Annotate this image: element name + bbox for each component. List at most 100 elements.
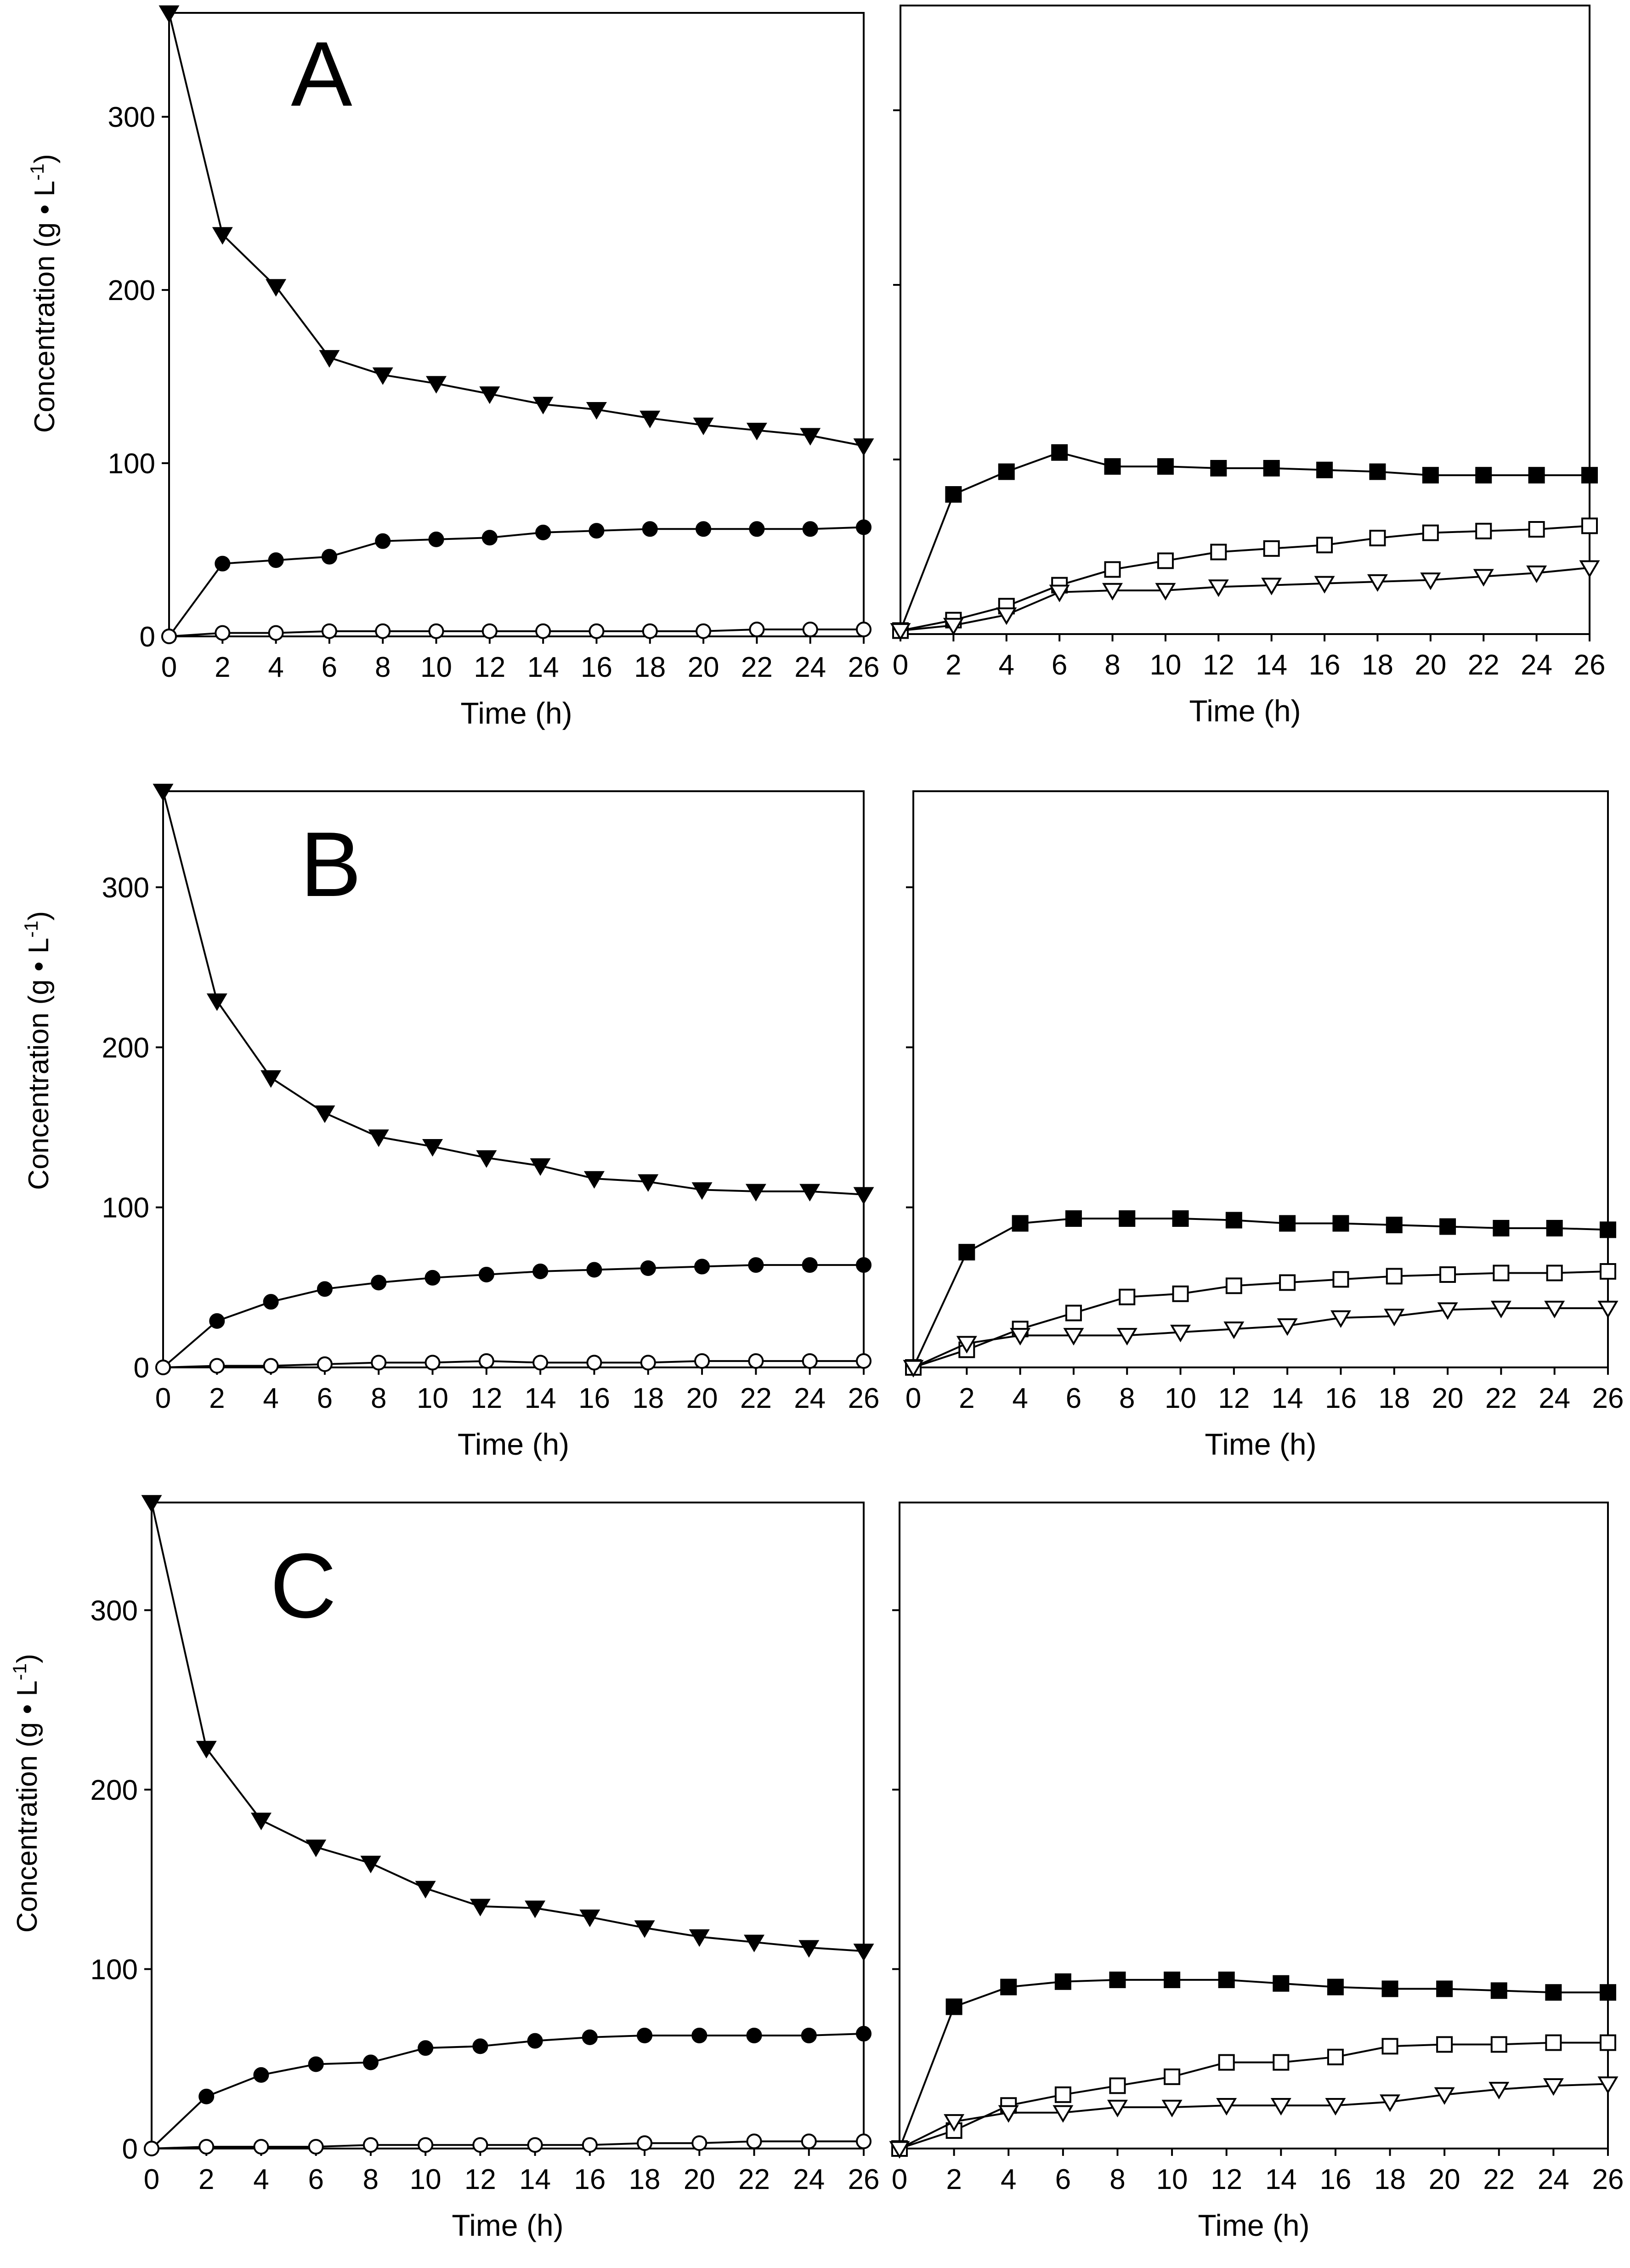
data-point-open-triangle-down [1420,572,1441,590]
data-point-open-circle [209,1358,225,1374]
series-line-open-circle [151,2140,864,2149]
data-point-open-triangle-down [1330,1310,1351,1328]
data-point-open-circle [263,1358,279,1374]
data-point-filled-square [1119,1210,1136,1227]
x-tick-label: 22 [740,1383,772,1414]
data-point-open-triangle-down [1543,2078,1564,2096]
series-line-filled-square [912,1218,1608,1368]
series-line-open-circle [169,628,864,637]
data-point-open-square [1369,530,1386,546]
x-tick-label: 16 [1309,649,1341,681]
data-point-filled-circle [472,2038,488,2054]
panel-label-a: A [291,23,352,125]
series-line-filled-triangle-down [168,12,864,447]
data-point-filled-triangle-down [372,367,393,385]
data-point-filled-square [1546,1219,1563,1236]
data-point-filled-square [958,1244,975,1261]
x-tick-label: 18 [632,1383,664,1414]
plot-frame [168,12,865,637]
data-point-filled-square [1475,467,1492,484]
data-point-filled-circle [532,1264,549,1279]
data-point-open-circle [481,623,498,639]
data-point-open-square [1065,1304,1082,1321]
series-line-filled-square [899,1979,1608,2149]
y-axis-title: Concentration (g • L-1) [9,1654,44,1933]
data-point-filled-triangle-down [689,1929,710,1947]
data-point-open-square [1528,521,1545,538]
x-tick-label: 24 [794,652,826,683]
data-point-filled-circle [481,530,498,546]
x-tick-label: 24 [793,2164,825,2195]
data-point-open-circle [748,1353,764,1369]
data-point-filled-square [1439,1218,1456,1235]
x-tick-label: 2 [946,2164,962,2195]
x-tick-label: 4 [253,2164,269,2195]
x-axis-title: Time (h) [1205,1427,1316,1461]
data-point-open-square [1157,552,1174,569]
data-point-filled-square [1386,1216,1403,1233]
data-point-filled-circle [582,2029,598,2045]
data-point-filled-circle [637,2027,653,2043]
y-axis-title-main: Concentration (g • L [11,1680,43,1933]
data-point-filled-triangle-down [266,279,287,297]
x-tick-label: 8 [363,2164,379,2195]
data-point-open-circle [317,1356,333,1372]
series-line-filled-circle [151,2033,864,2149]
data-point-filled-triangle-down [479,386,500,404]
data-point-filled-circle [527,2033,543,2049]
data-point-open-triangle-down [1208,579,1229,597]
data-point-filled-square [1065,1210,1082,1227]
data-point-open-triangle-down [1063,1328,1084,1346]
y-tick-label: 100 [91,1954,138,1985]
y-axis-title-main: Concentration (g • L [29,181,61,433]
data-point-filled-triangle-down [360,1855,381,1874]
data-point-filled-square [1332,1215,1349,1232]
series-line-open-square [899,2041,1608,2149]
x-tick-label: 0 [906,1383,921,1414]
data-point-open-triangle-down [1367,574,1388,592]
data-point-open-square [1109,2077,1126,2094]
data-point-filled-square [1054,1973,1071,1990]
data-point-filled-circle [589,523,605,539]
data-point-filled-triangle-down [638,1174,659,1192]
data-point-filled-triangle-down [746,423,767,441]
data-point-open-square [1381,2038,1398,2055]
y-tick-label: 300 [108,102,155,133]
x-tick-label: 6 [308,2164,323,2195]
x-tick-label: 8 [371,1383,386,1414]
data-point-filled-triangle-down [745,1184,766,1202]
data-point-open-triangle-down [890,623,911,641]
x-axis-title: Time (h) [1198,2208,1309,2242]
data-point-filled-circle [375,533,391,549]
data-point-open-triangle-down [1473,569,1494,587]
x-tick-label: 14 [1256,649,1287,681]
data-point-open-square [1546,1264,1563,1281]
data-point-filled-triangle-down [800,428,821,446]
data-point-open-circle [144,2141,159,2156]
data-point-filled-square [1600,1221,1616,1238]
x-tick-label: 8 [1119,1383,1135,1414]
y-tick-label: 0 [140,621,155,653]
x-tick-label: 10 [1156,2164,1188,2195]
data-point-filled-square [945,1998,962,2015]
data-point-filled-square [1528,467,1545,484]
data-point-open-triangle-down [889,2141,910,2159]
data-point-open-square [1119,1288,1136,1305]
data-point-filled-circle [696,521,712,537]
data-point-open-circle [856,1353,872,1369]
data-point-open-triangle-down [1223,1321,1245,1339]
data-point-filled-square [1157,458,1174,475]
data-point-open-circle [691,2135,707,2151]
data-point-filled-triangle-down [579,1909,600,1928]
data-point-filled-circle [802,521,818,537]
data-point-open-triangle-down [944,2114,965,2132]
y-axis-title-close: ) [23,911,55,921]
x-tick-label: 12 [1211,2164,1242,2195]
data-point-filled-triangle-down [693,417,714,436]
data-point-filled-square [1581,467,1598,484]
series-line-filled-triangle-down [162,791,864,1196]
data-point-filled-square [1263,460,1280,476]
data-point-open-circle [642,623,658,639]
data-point-open-circle [535,623,551,639]
